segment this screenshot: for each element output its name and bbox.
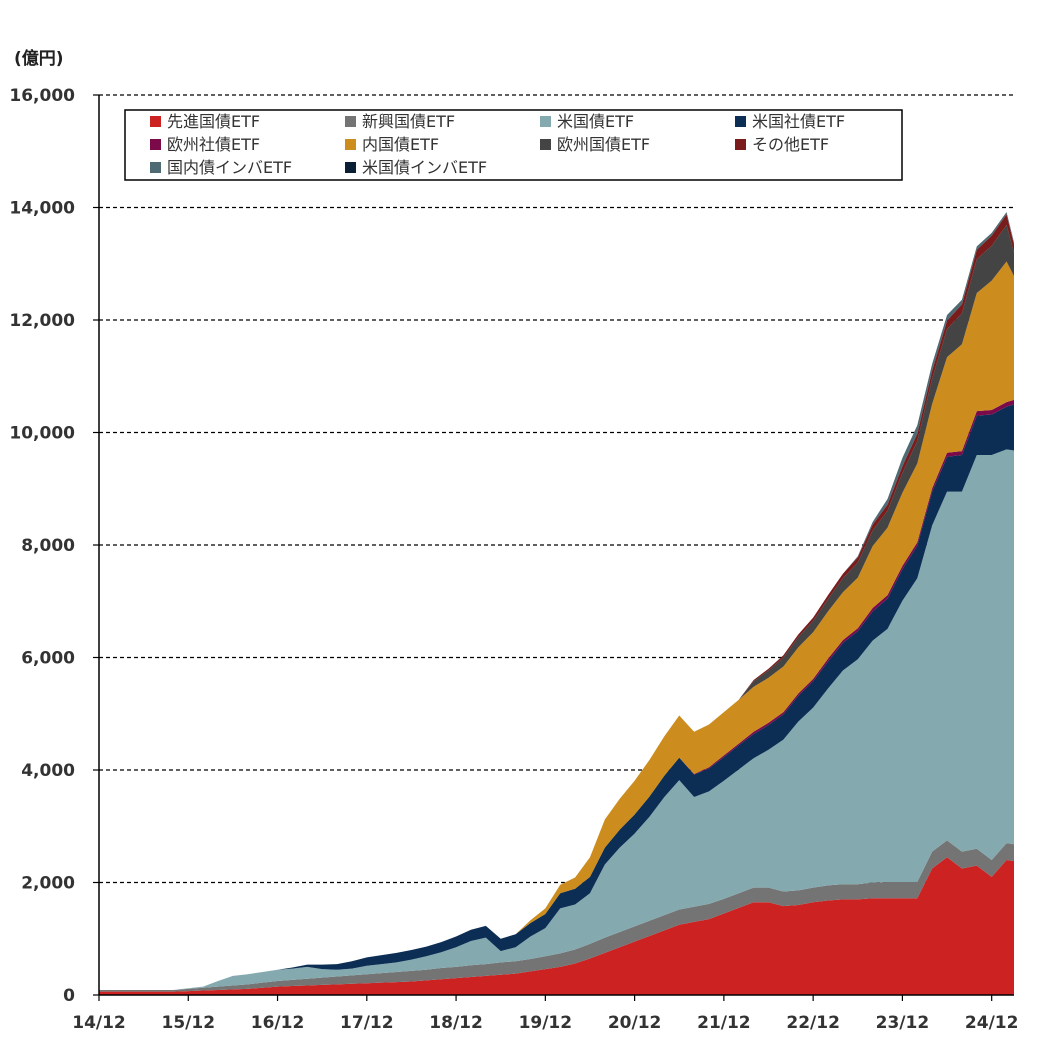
x-tick-label-3: 17/12 bbox=[340, 1013, 394, 1033]
legend-swatch-2 bbox=[540, 116, 551, 127]
x-tick-label-1: 15/12 bbox=[162, 1013, 216, 1033]
legend-label-1: 新興国債ETF bbox=[362, 112, 455, 131]
y-tick-label-1: 2,000 bbox=[21, 874, 75, 894]
legend-label-7: その他ETF bbox=[752, 135, 829, 154]
x-tick-label-8: 22/12 bbox=[786, 1013, 840, 1033]
legend-swatch-6 bbox=[540, 139, 551, 150]
y-tick-labels: 0 2,000 4,000 6,000 8,000 10,000 12,000 14,000 1… bbox=[9, 86, 99, 1006]
area-series bbox=[99, 212, 1014, 995]
legend-swatch-0 bbox=[150, 116, 161, 127]
y-tick-label-3: 6,000 bbox=[21, 649, 75, 669]
area-series-0 bbox=[99, 857, 1014, 995]
legend-box bbox=[124, 109, 903, 181]
legend: 先進国債ETF 新興国債ETF 米国債ETF 米国社債ETF 欧州社債ETF 内国債ETF… bbox=[124, 109, 903, 181]
x-tick-label-2: 16/12 bbox=[251, 1013, 305, 1033]
y-tick-label-7: 14,000 bbox=[9, 199, 75, 219]
legend-label-2: 米国債ETF bbox=[557, 112, 634, 131]
y-tick-label-2: 4,000 bbox=[21, 761, 75, 781]
x-tick-label-5: 19/12 bbox=[519, 1013, 573, 1033]
legend-swatch-8 bbox=[150, 162, 161, 173]
legend-label-0: 先進国債ETF bbox=[167, 112, 260, 131]
y-tick-label-4: 8,000 bbox=[21, 536, 75, 556]
area-series-1 bbox=[99, 840, 1014, 992]
x-tick-label-9: 23/12 bbox=[876, 1013, 930, 1033]
legend-swatch-5 bbox=[345, 139, 356, 150]
legend-swatch-1 bbox=[345, 116, 356, 127]
legend-label-5: 内国債ETF bbox=[362, 135, 439, 154]
y-tick-label-8: 16,000 bbox=[9, 86, 75, 106]
x-tick-label-0: 14/12 bbox=[72, 1013, 126, 1033]
y-tick-label-0: 0 bbox=[63, 986, 75, 1006]
legend-label-4: 欧州社債ETF bbox=[167, 135, 260, 154]
legend-label-3: 米国社債ETF bbox=[752, 112, 845, 131]
legend-swatch-3 bbox=[735, 116, 746, 127]
x-tick-label-10: 24/12 bbox=[965, 1013, 1019, 1033]
legend-swatch-7 bbox=[735, 139, 746, 150]
x-tick-label-6: 20/12 bbox=[608, 1013, 662, 1033]
x-tick-label-7: 21/12 bbox=[697, 1013, 751, 1033]
y-axis-unit-label: (億円) bbox=[14, 48, 64, 69]
x-tick-labels: 14/12 15/12 16/12 17/12 18/12 19/12 20/12 21/12… bbox=[72, 995, 1018, 1033]
legend-swatch-9 bbox=[345, 162, 356, 173]
legend-swatch-4 bbox=[150, 139, 161, 150]
gridlines bbox=[99, 94, 1014, 884]
legend-label-9: 米国債インバETF bbox=[362, 158, 487, 177]
area-series-2 bbox=[99, 449, 1014, 990]
x-tick-label-4: 18/12 bbox=[429, 1013, 483, 1033]
legend-label-8: 国内債インバETF bbox=[167, 158, 292, 177]
y-tick-label-5: 10,000 bbox=[9, 424, 75, 444]
area-series-6 bbox=[99, 224, 1014, 990]
legend-label-6: 欧州国債ETF bbox=[557, 135, 650, 154]
area-series-5 bbox=[99, 261, 1014, 990]
y-tick-label-6: 12,000 bbox=[9, 311, 75, 331]
